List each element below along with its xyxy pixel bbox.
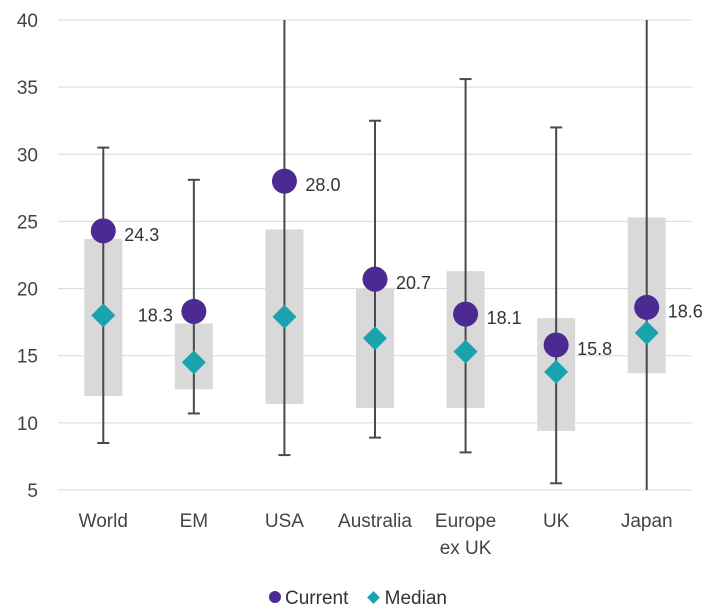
data-labels: 24.3 18.3 28.0 20.7 18.1 15.8 18.6	[124, 175, 702, 359]
current-marker	[90, 218, 116, 244]
current-marker	[453, 301, 479, 327]
legend-current-label: Current	[285, 588, 349, 609]
category-label: ex UK	[440, 538, 492, 559]
y-tick-label: 5	[27, 481, 38, 502]
x-axis-categories: World EM USA Australia Europe ex UK UK Japan	[79, 511, 673, 559]
current-value-label: 18.1	[487, 308, 522, 328]
current-value-label: 28.0	[305, 175, 340, 195]
y-tick-label: 10	[17, 414, 38, 435]
median-markers	[91, 303, 659, 384]
category-label: Japan	[621, 511, 673, 532]
median-marker	[453, 339, 478, 364]
whiskers	[97, 20, 648, 490]
category-label: USA	[265, 511, 304, 532]
median-marker	[544, 359, 569, 384]
category-label: Europe	[435, 511, 496, 532]
current-markers	[90, 168, 660, 358]
legend-median-marker	[366, 591, 380, 604]
current-marker	[543, 332, 569, 358]
median-marker	[363, 326, 387, 351]
category-label: Australia	[338, 511, 412, 532]
y-tick-label: 30	[17, 145, 38, 166]
legend-median-label: Median	[384, 588, 447, 609]
y-axis-ticks: 5 10 15 20 25 30 35 40	[17, 11, 38, 502]
current-value-label: 18.3	[138, 305, 173, 325]
legend-item-median: Median	[366, 588, 447, 610]
current-marker	[181, 298, 207, 324]
y-tick-label: 20	[17, 280, 38, 301]
y-tick-label: 35	[17, 78, 38, 99]
y-tick-label: 25	[17, 212, 38, 233]
current-marker	[362, 266, 388, 292]
category-label: World	[79, 511, 128, 532]
current-value-label: 18.6	[668, 301, 703, 321]
legend: Current Median	[0, 588, 716, 610]
y-tick-label: 40	[17, 11, 38, 32]
category-label: UK	[543, 511, 570, 532]
y-tick-label: 15	[17, 347, 38, 368]
median-marker	[181, 350, 206, 375]
current-value-label: 20.7	[396, 273, 431, 293]
chart: 5 10 15 20 25 30 35 40 24.3 18.3 28.0 20.7 18.1 15.8…	[17, 11, 703, 559]
category-label: EM	[180, 511, 209, 532]
current-marker	[634, 294, 660, 320]
current-value-label: 24.3	[124, 225, 159, 245]
legend-item-current: Current	[269, 588, 348, 610]
current-marker	[271, 168, 297, 194]
median-marker	[634, 320, 659, 345]
median-marker	[272, 304, 297, 329]
legend-current-marker	[269, 591, 282, 603]
median-marker	[91, 303, 116, 328]
current-value-label: 15.8	[577, 339, 612, 359]
